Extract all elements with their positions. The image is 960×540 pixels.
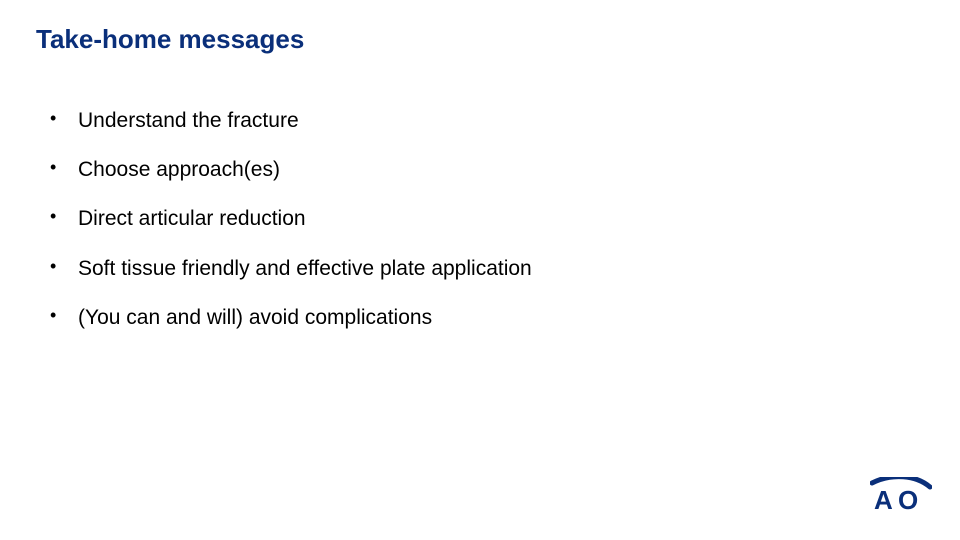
list-item: • Understand the fracture — [50, 108, 900, 133]
bullet-list: • Understand the fracture • Choose appro… — [50, 108, 900, 354]
bullet-text: (You can and will) avoid complications — [78, 305, 432, 330]
list-item: • Soft tissue friendly and effective pla… — [50, 256, 900, 281]
ao-logo-icon: A O — [870, 477, 932, 518]
bullet-text: Understand the fracture — [78, 108, 299, 133]
bullet-text: Soft tissue friendly and effective plate… — [78, 256, 532, 281]
svg-text:A: A — [874, 485, 893, 513]
slide: Take-home messages • Understand the frac… — [0, 0, 960, 540]
list-item: • Choose approach(es) — [50, 157, 900, 182]
bullet-icon: • — [50, 256, 78, 278]
bullet-text: Choose approach(es) — [78, 157, 280, 182]
svg-text:O: O — [898, 485, 918, 513]
list-item: • (You can and will) avoid complications — [50, 305, 900, 330]
bullet-icon: • — [50, 108, 78, 130]
bullet-icon: • — [50, 206, 78, 228]
bullet-icon: • — [50, 305, 78, 327]
slide-title: Take-home messages — [36, 24, 304, 55]
bullet-icon: • — [50, 157, 78, 179]
bullet-text: Direct articular reduction — [78, 206, 306, 231]
list-item: • Direct articular reduction — [50, 206, 900, 231]
